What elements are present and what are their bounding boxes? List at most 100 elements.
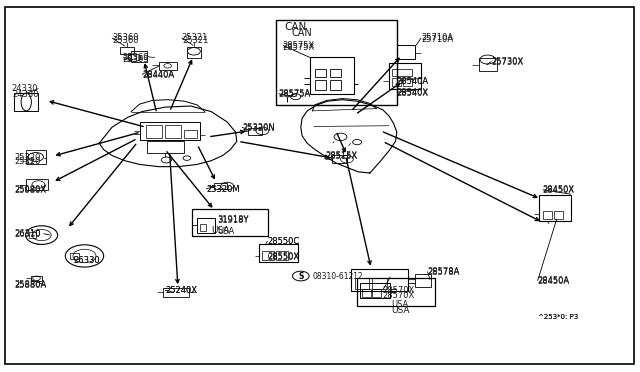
Text: 25321: 25321 bbox=[182, 33, 208, 42]
Bar bbox=[330, 80, 341, 90]
Text: 28450X: 28450X bbox=[543, 185, 575, 194]
Text: 28578A: 28578A bbox=[428, 267, 460, 276]
Bar bbox=[392, 69, 412, 76]
Text: 25360: 25360 bbox=[112, 36, 138, 45]
Bar bbox=[26, 150, 46, 164]
Text: 25240X: 25240X bbox=[165, 286, 197, 295]
Bar bbox=[315, 69, 326, 77]
Text: ^253*0: P3: ^253*0: P3 bbox=[538, 314, 578, 320]
Text: 28540X: 28540X bbox=[397, 89, 429, 97]
Bar bbox=[539, 195, 571, 221]
Text: 28550C: 28550C bbox=[268, 237, 300, 246]
Text: 28570X: 28570X bbox=[383, 286, 415, 295]
Bar bbox=[197, 218, 215, 232]
Bar bbox=[403, 78, 412, 86]
Text: 28550X: 28550X bbox=[268, 252, 300, 261]
Text: 25369: 25369 bbox=[123, 55, 149, 64]
Text: 28575X: 28575X bbox=[283, 43, 315, 52]
Text: USA: USA bbox=[392, 300, 409, 309]
Text: 25730X: 25730X bbox=[492, 57, 524, 66]
Text: 25710A: 25710A bbox=[421, 35, 453, 44]
Bar bbox=[554, 211, 563, 219]
Bar bbox=[200, 224, 206, 231]
Text: 25320M: 25320M bbox=[206, 185, 240, 194]
Text: 28578A: 28578A bbox=[428, 268, 460, 277]
Bar bbox=[397, 45, 415, 59]
Bar bbox=[165, 125, 181, 138]
Text: 25321: 25321 bbox=[182, 36, 209, 45]
Bar bbox=[276, 251, 288, 260]
Text: 25730X: 25730X bbox=[492, 58, 524, 67]
Bar bbox=[214, 183, 227, 189]
Text: 08310-61212: 08310-61212 bbox=[312, 272, 363, 280]
Text: 28450A: 28450A bbox=[538, 278, 570, 286]
Text: 25240X: 25240X bbox=[165, 286, 197, 295]
Bar bbox=[29, 232, 36, 238]
Text: ^253*0: P3: ^253*0: P3 bbox=[538, 314, 578, 320]
Text: 25880A: 25880A bbox=[14, 281, 46, 290]
Text: 24330: 24330 bbox=[12, 84, 38, 93]
Text: USA: USA bbox=[392, 306, 410, 315]
Bar bbox=[131, 51, 147, 62]
Bar bbox=[389, 63, 421, 89]
Text: 25080X: 25080X bbox=[14, 186, 46, 195]
Text: 28570X: 28570X bbox=[383, 291, 415, 300]
Text: 28550X: 28550X bbox=[268, 253, 300, 262]
Bar bbox=[372, 278, 387, 289]
Bar bbox=[362, 289, 371, 297]
Text: USA: USA bbox=[218, 227, 235, 236]
Bar bbox=[146, 125, 162, 138]
Text: CAN: CAN bbox=[291, 28, 312, 38]
Bar bbox=[330, 69, 341, 77]
Bar bbox=[192, 209, 268, 236]
Text: 25320: 25320 bbox=[14, 157, 40, 166]
Text: 28575A: 28575A bbox=[278, 89, 310, 98]
Text: 24330: 24330 bbox=[13, 90, 39, 99]
Bar bbox=[372, 289, 381, 297]
Bar bbox=[159, 62, 177, 70]
Text: 28540A: 28540A bbox=[397, 77, 429, 86]
Bar bbox=[415, 274, 431, 287]
Bar bbox=[357, 278, 435, 306]
Text: 28575X: 28575X bbox=[283, 41, 315, 50]
Text: 25880A: 25880A bbox=[14, 280, 46, 289]
Text: 26310: 26310 bbox=[14, 229, 40, 238]
Bar bbox=[163, 288, 189, 297]
Bar bbox=[26, 179, 48, 190]
Text: 31918Y: 31918Y bbox=[218, 215, 249, 224]
Text: CAN: CAN bbox=[285, 22, 307, 32]
Bar bbox=[27, 158, 32, 163]
Text: 28540A: 28540A bbox=[397, 77, 429, 86]
Bar bbox=[184, 130, 197, 138]
Bar bbox=[310, 57, 354, 94]
Bar bbox=[360, 283, 390, 298]
Text: 31918Y: 31918Y bbox=[218, 216, 249, 225]
Bar bbox=[392, 78, 401, 86]
Bar bbox=[543, 211, 552, 219]
Text: 28450A: 28450A bbox=[538, 276, 570, 285]
Bar bbox=[262, 251, 274, 260]
Text: 28440A: 28440A bbox=[142, 71, 174, 80]
Text: 25320N: 25320N bbox=[242, 123, 275, 132]
Text: 25320N: 25320N bbox=[242, 124, 275, 133]
Text: 25080X: 25080X bbox=[14, 185, 46, 194]
Bar bbox=[140, 122, 200, 140]
Text: USA: USA bbox=[211, 226, 230, 235]
Text: S: S bbox=[298, 272, 303, 280]
Text: 25320M: 25320M bbox=[206, 185, 240, 194]
Text: 28540X: 28540X bbox=[397, 88, 429, 97]
Bar bbox=[147, 141, 184, 153]
Bar bbox=[70, 253, 79, 259]
Text: 28550C: 28550C bbox=[268, 237, 300, 246]
Text: 25710A: 25710A bbox=[421, 33, 453, 42]
Text: 28515X: 28515X bbox=[325, 152, 357, 161]
Bar bbox=[120, 47, 134, 54]
Text: 26330: 26330 bbox=[74, 256, 100, 265]
Text: 25360: 25360 bbox=[112, 33, 138, 42]
Text: 26330: 26330 bbox=[74, 256, 100, 265]
Bar bbox=[479, 58, 497, 71]
Text: 26310: 26310 bbox=[14, 230, 40, 239]
Bar bbox=[31, 276, 42, 281]
Text: 28575A: 28575A bbox=[278, 90, 310, 99]
Text: 25320: 25320 bbox=[14, 153, 40, 162]
